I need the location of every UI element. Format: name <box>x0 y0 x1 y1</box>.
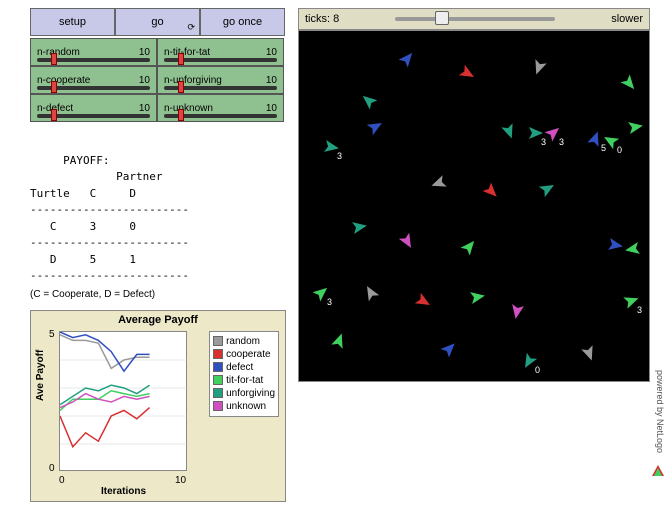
go-once-button[interactable]: go once <box>200 8 285 36</box>
slider-value: 10 <box>139 47 150 58</box>
payoff-chart: Average Payoff Ave Payoff 5 0 0 10 Itera… <box>30 310 286 502</box>
slider-n-tit-for-tat[interactable]: n-tit-for-tat 10 <box>157 38 284 66</box>
speed-thumb[interactable] <box>435 11 449 25</box>
slider-label: n-random <box>37 47 80 58</box>
legend-swatch <box>213 336 223 346</box>
go-label: go <box>151 16 163 28</box>
slider-n-unknown[interactable]: n-unknown 10 <box>157 94 284 122</box>
world-panel: ticks: 8 slower 3 3 5 0 3 3 3 0 <box>298 8 650 382</box>
legend-label: random <box>226 335 260 348</box>
slider-thumb[interactable] <box>51 53 57 65</box>
world-view[interactable]: 3 3 5 0 3 3 3 0 <box>298 30 650 382</box>
ticks-counter: ticks: 8 <box>305 13 339 25</box>
slider-thumb[interactable] <box>178 109 184 121</box>
turtle-label: 0 <box>617 145 622 155</box>
speed-track <box>395 17 555 21</box>
netlogo-icon <box>651 464 665 478</box>
legend-label: defect <box>226 361 253 374</box>
payoff-sep: ------------------------ <box>30 203 189 216</box>
legend-swatch <box>213 349 223 359</box>
slider-value: 10 <box>139 75 150 86</box>
speed-label: slower <box>611 13 643 25</box>
legend-item-unforgiving: unforgiving <box>213 387 275 400</box>
legend-swatch <box>213 375 223 385</box>
payoff-caption: (C = Cooperate, D = Defect) <box>30 289 286 300</box>
button-row: setup go ⟳ go once <box>30 8 286 36</box>
legend-item-defect: defect <box>213 361 275 374</box>
slider-n-unforgiving[interactable]: n-unforgiving 10 <box>157 66 284 94</box>
speed-slider[interactable] <box>349 17 601 21</box>
legend-item-cooperate: cooperate <box>213 348 275 361</box>
chart-legend: randomcooperatedefecttit-for-tatunforgiv… <box>209 331 279 417</box>
chart-xmin: 0 <box>59 475 65 486</box>
slider-thumb[interactable] <box>178 81 184 93</box>
chart-ylabel: Ave Payoff <box>35 349 46 400</box>
payoff-sep: ------------------------ <box>30 269 189 282</box>
chart-xlabel: Iterations <box>101 486 146 497</box>
powered-by-label: powered by NetLogo <box>655 370 665 453</box>
slider-value: 10 <box>266 47 277 58</box>
chart-plot-area <box>59 331 187 471</box>
turtle-label: 5 <box>601 143 606 153</box>
slider-thumb[interactable] <box>178 53 184 65</box>
slider-thumb[interactable] <box>51 81 57 93</box>
slider-label: n-unforgiving <box>164 75 222 86</box>
payoff-row-d: D 5 1 <box>30 253 136 266</box>
legend-swatch <box>213 362 223 372</box>
legend-label: tit-for-tat <box>226 374 263 387</box>
legend-swatch <box>213 388 223 398</box>
legend-swatch <box>213 401 223 411</box>
slider-value: 10 <box>139 103 150 114</box>
payoff-col-header: Partner <box>30 170 162 183</box>
slider-value: 10 <box>266 75 277 86</box>
turtle-label: 3 <box>637 305 642 315</box>
turtle-label: 3 <box>327 297 332 307</box>
chart-ymax: 5 <box>49 329 55 340</box>
go-button[interactable]: go ⟳ <box>115 8 200 36</box>
chart-title: Average Payoff <box>31 311 285 329</box>
loop-icon: ⟳ <box>187 22 195 33</box>
setup-button[interactable]: setup <box>30 8 115 36</box>
turtle-label: 3 <box>559 137 564 147</box>
slider-label: n-tit-for-tat <box>164 47 210 58</box>
turtle-label: 3 <box>337 151 342 161</box>
payoff-heading: PAYOFF: <box>30 154 109 167</box>
slider-n-random[interactable]: n-random 10 <box>30 38 157 66</box>
legend-label: unforgiving <box>226 387 275 400</box>
slider-label: n-unknown <box>164 103 213 114</box>
slider-value: 10 <box>266 103 277 114</box>
slider-panel: n-random10n-tit-for-tat10n-cooperate10n-… <box>30 38 286 122</box>
legend-item-random: random <box>213 335 275 348</box>
slider-label: n-cooperate <box>37 75 90 86</box>
turtle-label: 0 <box>535 365 540 375</box>
legend-item-tit-for-tat: tit-for-tat <box>213 374 275 387</box>
slider-n-defect[interactable]: n-defect10 <box>30 94 157 122</box>
chart-xmax: 10 <box>175 475 186 486</box>
legend-label: cooperate <box>226 348 270 361</box>
legend-item-unknown: unknown <box>213 400 275 413</box>
chart-ymin: 0 <box>49 463 55 474</box>
slider-n-cooperate[interactable]: n-cooperate 10 <box>30 66 157 94</box>
payoff-row-header: Turtle C D <box>30 187 136 200</box>
payoff-table: PAYOFF: Partner Turtle C D -------------… <box>30 136 286 285</box>
payoff-row-c: C 3 0 <box>30 220 136 233</box>
world-header: ticks: 8 slower <box>298 8 650 30</box>
legend-label: unknown <box>226 400 266 413</box>
slider-thumb[interactable] <box>51 109 57 121</box>
turtle-label: 3 <box>541 137 546 147</box>
payoff-sep: ------------------------ <box>30 236 189 249</box>
